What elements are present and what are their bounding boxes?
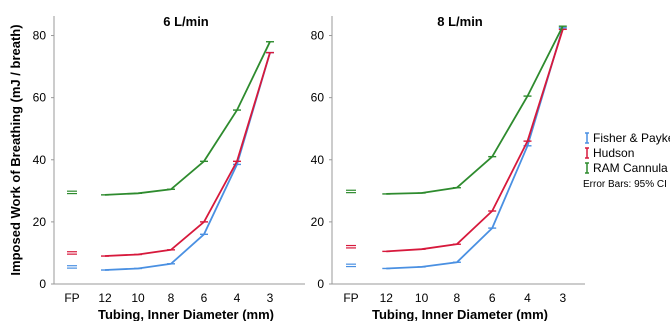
x-tick-label: 6 [489,291,496,305]
y-tick-label: 80 [33,29,47,43]
panel-8-lpm: 8 L/min 0 20 40 60 80 FP 12 10 8 6 4 3 Tubing, Inner … [311,14,585,321]
y-tick-label: 0 [317,277,324,291]
panel-6-lpm: 6 L/min 0 20 40 60 80 FP 12 10 8 6 4 3 Tubing, Inner … [33,14,305,321]
y-tick-label: 80 [311,29,325,43]
x-tick-label: 4 [524,291,531,305]
y-tick-label: 20 [33,215,47,229]
x-tick-label: 4 [234,291,241,305]
hudson-line [104,52,271,257]
hudson-line [386,29,564,253]
panel-title: 8 L/min [437,14,483,29]
y-tick-label: 60 [311,91,325,105]
x-tick-label: 3 [559,291,566,305]
x-tick-label: 10 [131,291,145,305]
y-tick-label: 60 [33,91,47,105]
ram-cannula-line [386,25,564,195]
y-tick-label: 20 [311,215,325,229]
x-tick-label: FP [343,291,358,305]
y-tick-label: 40 [33,153,47,167]
x-tick-label: 12 [380,291,394,305]
legend-note: Error Bars: 95% CI [583,179,667,190]
x-axis-label: Tubing, Inner Diameter (mm) [372,307,548,321]
x-tick-label: 8 [168,291,175,305]
panel-title: 6 L/min [163,14,209,29]
fisher-paykel-legend-label: Fisher & Paykel [593,131,670,145]
y-tick-label: 40 [311,153,325,167]
x-tick-label: 12 [98,291,112,305]
x-tick-label: 10 [415,291,429,305]
fisher-paykel-line [386,27,564,270]
y-axis-label: Imposed Work of Breathing (mJ / breath) [8,24,23,275]
x-tick-label: 8 [454,291,461,305]
x-tick-label: 3 [267,291,274,305]
x-tick-label: FP [64,291,79,305]
ram-cannula-line [104,41,271,196]
hudson-legend-label: Hudson [593,146,634,160]
x-tick-label: 6 [201,291,208,305]
fisher-paykel-line [104,52,271,271]
y-tick-label: 0 [39,277,46,291]
ram-cannula-legend-label: RAM Cannula [593,161,668,175]
x-axis-label: Tubing, Inner Diameter (mm) [98,307,274,321]
